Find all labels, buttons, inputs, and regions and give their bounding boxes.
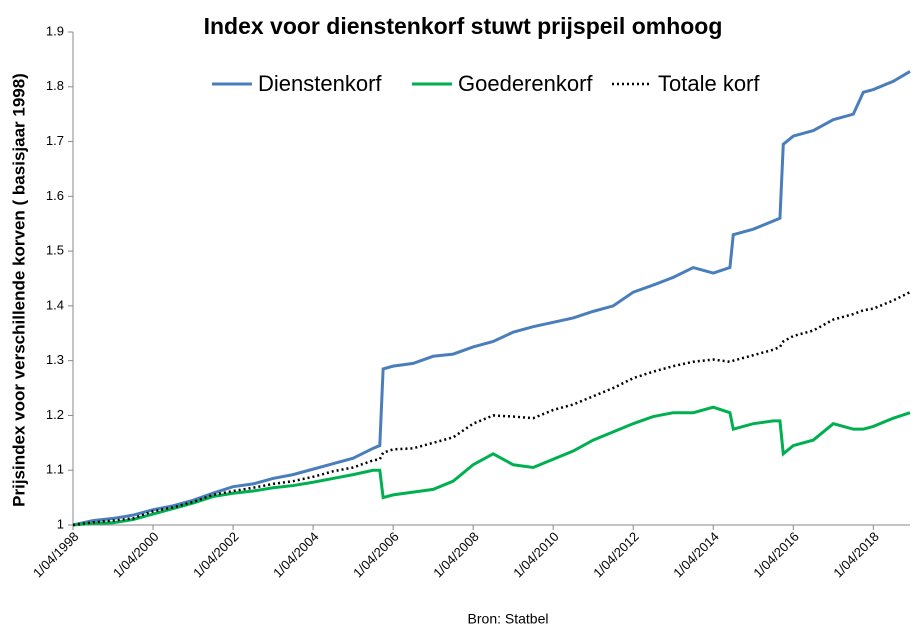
y-tick-label: 1.9 bbox=[46, 23, 64, 38]
y-tick-label: 1.1 bbox=[46, 462, 64, 477]
y-tick-label: 1.3 bbox=[46, 352, 64, 367]
series-line bbox=[72, 291, 911, 527]
y-tick-label: 1.4 bbox=[46, 297, 64, 312]
x-tick-label: 1/04/2004 bbox=[270, 529, 322, 581]
x-tick-label: 1/04/1998 bbox=[30, 529, 82, 581]
chart-title: Index voor dienstenkorf stuwt prijspeil … bbox=[204, 13, 723, 39]
x-tick-label: 1/04/2008 bbox=[430, 529, 482, 581]
y-tick-label: 1 bbox=[57, 516, 64, 531]
x-tick-label: 1/04/2012 bbox=[590, 529, 642, 581]
y-tick-label: 1.7 bbox=[46, 133, 64, 148]
y-tick-label: 1.6 bbox=[46, 188, 64, 203]
x-tick-label: 1/04/2002 bbox=[190, 529, 242, 581]
y-tick-label: 1.5 bbox=[46, 243, 64, 258]
legend-label: Dienstenkorf bbox=[258, 71, 382, 96]
x-tick-label: 1/04/2000 bbox=[110, 529, 162, 581]
x-tick-label: 1/04/2010 bbox=[510, 529, 562, 581]
x-tick-label: 1/04/2014 bbox=[670, 529, 722, 581]
series-line bbox=[72, 405, 911, 527]
source: Bron: Statbel bbox=[468, 611, 549, 627]
series-line bbox=[72, 70, 911, 527]
y-tick-label: 1.8 bbox=[46, 78, 64, 93]
x-tick-label: 1/04/2006 bbox=[350, 529, 402, 581]
y-tick-label: 1.2 bbox=[46, 407, 64, 422]
x-tick-label: 1/04/2016 bbox=[750, 529, 802, 581]
legend-label: Totale korf bbox=[658, 71, 760, 96]
x-tick-label: 1/04/2018 bbox=[830, 529, 882, 581]
legend-label: Goederenkorf bbox=[458, 71, 593, 96]
y-axis-label: Prijsindex voor verschillende korven ( b… bbox=[9, 73, 28, 507]
